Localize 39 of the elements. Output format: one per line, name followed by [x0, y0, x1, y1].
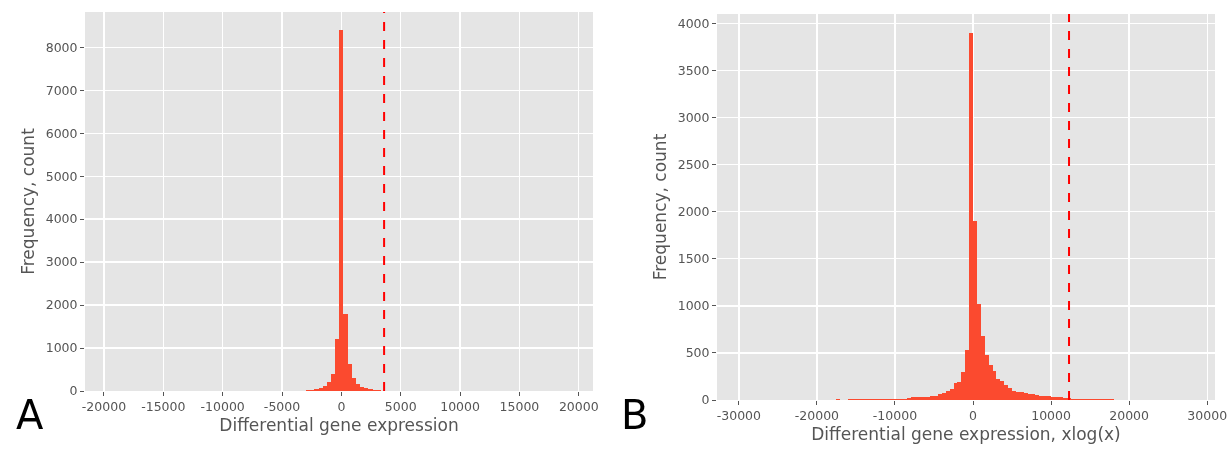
y-tick-label: 2500	[677, 157, 710, 173]
x-tick-label: 0	[337, 399, 346, 414]
y-tick-label: 4000	[677, 15, 710, 31]
x-tick-label: -30000	[716, 408, 762, 423]
y-tick-label: 0	[69, 383, 78, 399]
y-axis-title: Frequency, count	[650, 133, 671, 281]
x-tick-label: -5000	[263, 399, 301, 414]
y-tick-label: 2000	[677, 204, 710, 220]
y-tick-label: 1000	[45, 340, 78, 356]
x-tick-label: 0	[969, 408, 978, 423]
x-tick-label: -10000	[872, 408, 918, 423]
y-tick-label: 3500	[677, 62, 710, 78]
x-axis-title: Differential gene expression, xlog(x)	[811, 424, 1121, 445]
y-tick-label: 1000	[677, 298, 710, 314]
x-tick-label: -20000	[794, 408, 840, 423]
x-tick-label: 5000	[384, 399, 417, 414]
y-tick-label: 2000	[45, 297, 78, 313]
y-tick-label: 3000	[677, 109, 710, 125]
x-tick-label: 15000	[499, 399, 540, 414]
x-tick-label: -20000	[81, 399, 127, 414]
x-axis-title: Differential gene expression	[219, 415, 459, 436]
x-tick-label: 10000	[440, 399, 480, 414]
y-axis-title: Frequency, count	[18, 127, 39, 275]
x-tick-label: -10000	[200, 399, 245, 414]
y-tick-label: 4000	[45, 211, 78, 227]
y-tick-label: 1500	[677, 251, 710, 267]
x-tick-label: 20000	[558, 399, 599, 414]
y-tick-label: 3000	[45, 254, 78, 270]
x-tick-label: 10000	[1031, 408, 1072, 423]
text: A	[16, 392, 44, 438]
y-tick-label: 7000	[45, 82, 78, 98]
x-tick-label: 20000	[1109, 408, 1150, 423]
y-tick-label: 6000	[45, 125, 78, 141]
x-tick-label: -15000	[141, 399, 186, 414]
x-tick-label: 30000	[1187, 408, 1228, 423]
text: B	[621, 392, 649, 438]
y-tick-label: 5000	[45, 168, 78, 184]
y-tick-label: 500	[685, 345, 710, 361]
y-tick-label: 8000	[45, 39, 78, 55]
